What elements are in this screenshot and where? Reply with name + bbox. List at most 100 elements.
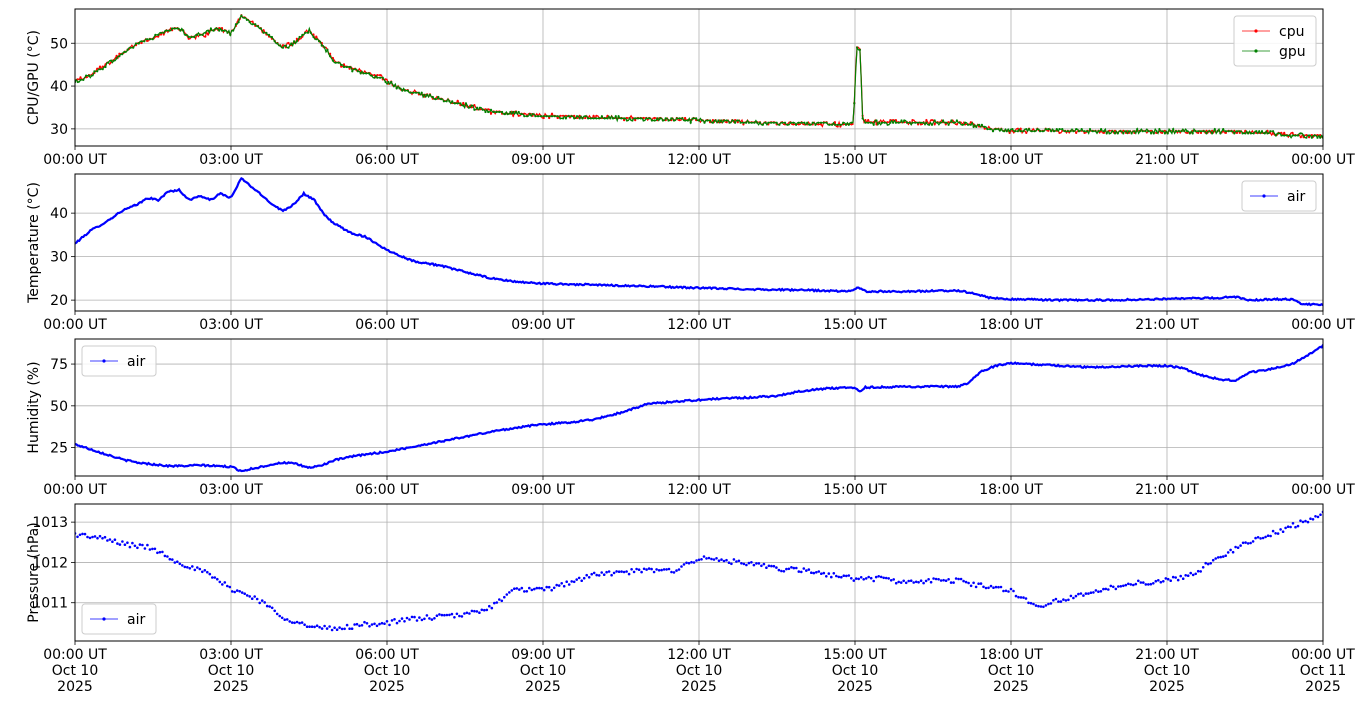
series-point-gpu [853,102,856,105]
series-point-air [907,579,910,583]
series-point-air [661,284,664,287]
series-point-gpu [1216,130,1219,133]
legend-marker-air [102,617,106,621]
series-point-air [107,219,110,221]
series-point-air [490,277,492,280]
series-point-air [886,386,889,389]
series-point-air [1147,583,1150,586]
series-point-air [283,618,287,621]
series-point-air [812,571,816,575]
x-tick-label: 12:00 UT [667,482,731,498]
series-point-gpu [1147,130,1150,133]
series-point-air [927,578,930,581]
series-point-air [640,570,643,574]
x-tick-label: 12:00 UT [667,152,731,168]
series-point-air [360,624,364,627]
series-point-air [1047,298,1050,301]
series-point-air [370,623,374,626]
series-point-air [398,448,401,451]
series-point-gpu [331,59,334,62]
series-point-gpu [334,61,337,64]
series-point-air [305,625,309,628]
series-point-air [1011,362,1014,365]
series-point-gpu [293,40,296,43]
series-point-air [112,456,115,459]
series-point-cpu [894,119,898,122]
series-point-air [734,288,737,291]
series-point-air [680,565,683,568]
series-point-air [1161,298,1164,301]
series-point-air [309,196,312,199]
series-point-air [455,612,459,616]
series-point-air [725,558,728,562]
series-point-air [420,618,424,622]
series-point-cpu [489,112,493,115]
series-point-gpu [989,128,992,131]
series-point-air [385,620,389,623]
series-point-air [453,616,456,619]
series-point-cpu [140,41,143,45]
series-point-air [617,570,621,573]
series-point-air [518,588,521,591]
x-tick-label-line: 00:00 UT [1291,482,1355,498]
series-point-air [136,546,139,550]
series-point-air [612,284,614,287]
series-point-air [1306,520,1310,524]
series-point-gpu [240,14,243,17]
series-point-air [530,588,534,592]
series-point-air [723,288,725,291]
series-point-air [196,463,198,466]
series-point-air [1264,535,1267,539]
series-point-gpu [567,115,570,118]
data-layer [75,13,1323,139]
series-point-gpu [1130,132,1133,135]
series-point-air [465,611,469,615]
series-point-air [842,290,845,293]
series-point-air [476,273,479,276]
series-point-air [648,402,651,405]
series-point-gpu [1039,130,1042,133]
series-point-air [994,585,998,589]
series-point-air [736,397,739,400]
series-point-gpu [215,27,218,30]
series-point-air [944,289,947,292]
series-point-cpu [711,119,715,122]
series-point-air [778,288,781,290]
series-point-air [698,287,700,290]
series-point-air [517,426,520,428]
y-axis-label: CPU/GPU (°C) [26,30,42,125]
series-point-air [1066,364,1069,367]
series-point-gpu [1233,132,1236,135]
series-point-air [1159,580,1163,584]
series-point-air [655,568,658,571]
series-point-air [1188,297,1191,300]
series-point-air [652,570,656,574]
x-tick-label: 00:00 UT [43,482,107,498]
series-point-gpu [623,117,626,120]
series-point-air [1012,589,1015,593]
series-point-air [1288,299,1291,301]
series-point-gpu [498,110,501,114]
series-point-air [1254,536,1257,540]
series-point-air [967,382,969,385]
series-point-air [503,595,506,599]
x-tick-label: 03:00 UT [199,482,263,498]
series-point-air [304,194,307,197]
series-point-air [426,443,429,446]
series-point-air [409,258,412,261]
series-point-air [752,563,756,567]
series-point-air [858,287,861,290]
series-point-gpu [87,74,90,77]
series-point-gpu [1088,128,1092,131]
series-point-air [559,422,562,425]
series-point-gpu [1003,130,1006,133]
series-point-air [620,411,623,414]
series-point-gpu [642,119,645,122]
series-point-air [1238,296,1241,299]
series-point-cpu [207,33,210,36]
series-point-air [275,612,279,616]
series-point-air [742,397,745,400]
x-tick-label-line: Oct 10 [988,663,1034,679]
series-point-air [745,397,748,399]
